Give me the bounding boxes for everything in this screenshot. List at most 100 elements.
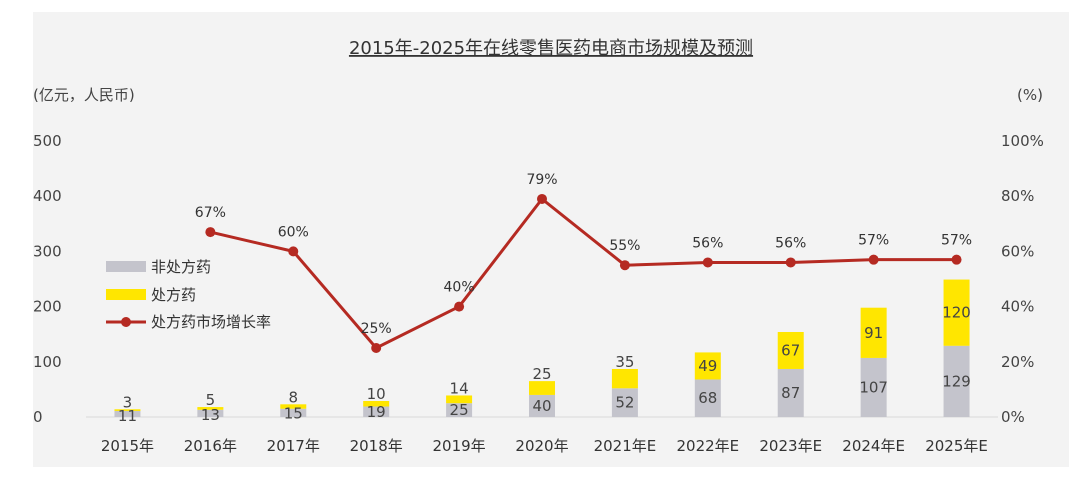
legend-swatch-rx — [106, 289, 146, 300]
bar-label-otc: 52 — [615, 394, 634, 412]
bar-label-otc: 13 — [201, 406, 220, 424]
category-label: 2022年E — [676, 437, 739, 455]
growth-label: 25% — [361, 321, 392, 337]
bar-otc — [611, 388, 638, 417]
bar-label-rx: 8 — [288, 388, 298, 406]
growth-point — [454, 301, 465, 312]
bar-label-otc: 19 — [367, 403, 386, 421]
y-left-tick-label: 400 — [33, 187, 62, 205]
growth-label: 56% — [775, 235, 806, 251]
y-left-tick-label: 500 — [33, 132, 62, 150]
bar-label-rx: 25 — [532, 365, 551, 383]
growth-point — [868, 254, 879, 265]
growth-point — [951, 254, 962, 265]
left-axis-unit: (亿元，人民币) — [33, 86, 135, 104]
bar-label-otc: 129 — [942, 372, 971, 390]
y-right-tick-label: 100% — [1001, 132, 1044, 150]
bar-rx — [611, 368, 638, 389]
bar-label-rx: 91 — [864, 324, 883, 342]
y-left-tick-label: 0 — [33, 408, 43, 426]
y-left-tick-label: 300 — [33, 242, 62, 260]
growth-label: 56% — [692, 235, 723, 251]
bar-rx — [197, 407, 224, 410]
y-right-tick-label: 40% — [1001, 298, 1034, 316]
y-left-tick-label: 100 — [33, 353, 62, 371]
category-label: 2016年 — [184, 437, 237, 455]
growth-point — [205, 227, 216, 238]
category-label: 2020年 — [515, 437, 568, 455]
bar-label-rx: 35 — [615, 353, 634, 371]
legend: 非处方药 处方药 处方药市场增长率 — [106, 258, 271, 331]
bar-label-rx: 67 — [781, 341, 800, 359]
bar-label-rx: 14 — [450, 379, 469, 397]
y-right-tick-label: 80% — [1001, 187, 1034, 205]
category-label: 2017年 — [267, 437, 320, 455]
category-label: 2025年E — [925, 437, 988, 455]
legend-label-otc: 非处方药 — [151, 258, 211, 276]
bar-otc — [446, 403, 473, 417]
category-label: 2015年 — [101, 437, 154, 455]
bar-label-rx: 10 — [367, 385, 386, 403]
y-right-tick-label: 20% — [1001, 353, 1034, 371]
bar-label-otc: 68 — [698, 389, 717, 407]
bar-label-otc: 40 — [532, 397, 551, 415]
legend-label-rx: 处方药 — [151, 286, 196, 304]
bar-otc — [197, 409, 224, 417]
bar-otc — [280, 408, 307, 417]
y-right-tick-label: 0% — [1001, 408, 1025, 426]
chart-svg: 2015年-2025年在线零售医药电商市场规模及预测 (亿元，人民币) (%) … — [33, 38, 1044, 455]
category-label: 2023年E — [759, 437, 822, 455]
bar-label-otc: 11 — [118, 407, 137, 425]
growth-label: 40% — [444, 280, 475, 296]
bar-rx — [777, 331, 804, 369]
bar-otc — [529, 394, 555, 417]
growth-label: 60% — [278, 224, 309, 240]
legend-marker-growth — [121, 317, 131, 327]
growth-point — [371, 343, 382, 353]
growth-point — [702, 257, 713, 268]
bar-rx — [114, 409, 141, 411]
growth-label: 55% — [609, 238, 640, 254]
bar-rx — [363, 400, 390, 407]
growth-point — [537, 193, 547, 204]
bar-rx — [943, 279, 970, 346]
growth-line — [210, 196, 957, 350]
category-label: 2019年 — [432, 437, 485, 455]
bar-label-otc: 15 — [284, 405, 303, 423]
bar-otc — [943, 345, 970, 417]
bar-label-rx: 49 — [698, 357, 717, 375]
bar-otc — [114, 410, 141, 417]
bar-label-otc: 25 — [450, 401, 469, 419]
growth-label: 57% — [858, 233, 889, 249]
growth-point — [785, 257, 796, 268]
category-label: 2018年 — [350, 437, 403, 455]
bar-rx — [860, 307, 887, 358]
chart-panel: 2015年-2025年在线零售医药电商市场规模及预测 (亿元，人民币) (%) … — [33, 12, 1069, 467]
bar-otc — [694, 379, 721, 417]
bar-otc — [363, 406, 390, 417]
legend-swatch-otc — [106, 261, 146, 272]
bar-label-otc: 107 — [859, 378, 888, 396]
bar-otc — [777, 368, 804, 417]
legend-label-growth: 处方药市场增长率 — [151, 313, 271, 331]
growth-point — [288, 246, 299, 257]
bar-rx — [529, 381, 555, 395]
category-label: 2021年E — [594, 437, 657, 455]
bar-rx — [280, 404, 307, 409]
bar-otc — [860, 357, 887, 417]
chart-title: 2015年-2025年在线零售医药电商市场规模及预测 — [349, 38, 753, 59]
y-left-tick-label: 200 — [33, 298, 62, 316]
bar-label-rx: 3 — [123, 393, 133, 411]
right-axis-unit: (%) — [1017, 86, 1043, 104]
growth-label: 57% — [941, 233, 972, 249]
category-label: 2024年E — [842, 437, 905, 455]
bar-label-otc: 87 — [781, 384, 800, 402]
bar-label-rx: 5 — [206, 391, 216, 409]
growth-label: 67% — [195, 205, 226, 221]
growth-label: 79% — [526, 172, 557, 188]
bar-label-rx: 120 — [942, 304, 971, 322]
growth-point — [619, 260, 630, 271]
bar-rx — [694, 352, 721, 380]
y-right-tick-label: 60% — [1001, 242, 1034, 260]
bar-rx — [446, 395, 473, 404]
